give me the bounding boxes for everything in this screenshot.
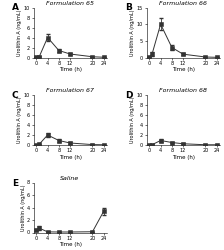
Text: B: B bbox=[125, 4, 132, 13]
X-axis label: Time (h): Time (h) bbox=[172, 67, 195, 72]
X-axis label: Time (h): Time (h) bbox=[172, 155, 195, 160]
Title: Formulation 68: Formulation 68 bbox=[159, 88, 207, 93]
Y-axis label: Urolithin A (ng/mL): Urolithin A (ng/mL) bbox=[131, 9, 136, 56]
Title: Formulation 66: Formulation 66 bbox=[159, 1, 207, 6]
Text: D: D bbox=[125, 91, 132, 100]
Y-axis label: Urolithin A (ng/mL): Urolithin A (ng/mL) bbox=[21, 184, 26, 231]
Title: Formulation 67: Formulation 67 bbox=[46, 88, 94, 93]
Text: C: C bbox=[12, 91, 18, 100]
Title: Formulation 65: Formulation 65 bbox=[46, 1, 94, 6]
X-axis label: Time (h): Time (h) bbox=[58, 155, 82, 160]
X-axis label: Time (h): Time (h) bbox=[58, 67, 82, 72]
Title: Saline: Saline bbox=[60, 176, 80, 181]
Text: A: A bbox=[12, 4, 19, 13]
X-axis label: Time (h): Time (h) bbox=[58, 242, 82, 247]
Text: E: E bbox=[12, 178, 18, 188]
Y-axis label: Urolithin A (ng/mL): Urolithin A (ng/mL) bbox=[17, 9, 22, 56]
Y-axis label: Urolithin A (ng/mL): Urolithin A (ng/mL) bbox=[17, 97, 22, 143]
Y-axis label: Urolithin A (ng/mL): Urolithin A (ng/mL) bbox=[131, 97, 136, 143]
